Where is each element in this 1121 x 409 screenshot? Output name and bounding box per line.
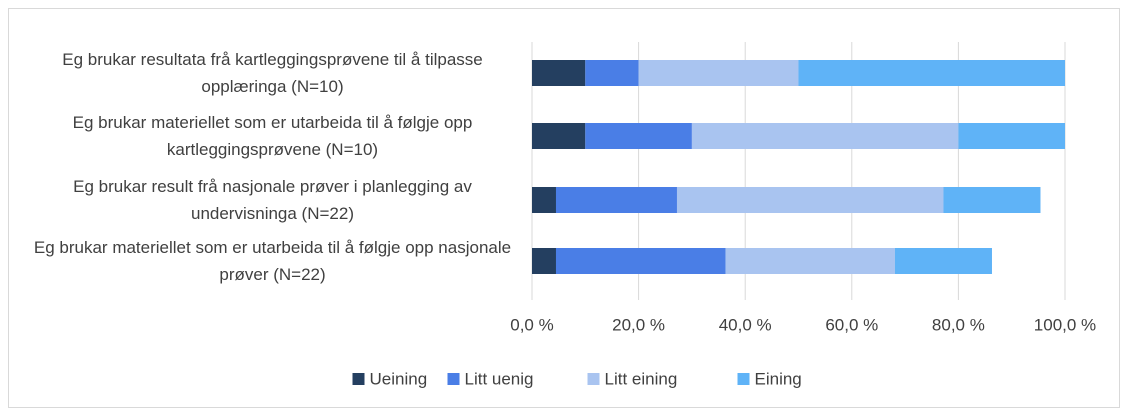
legend-label: Litt eining bbox=[605, 369, 678, 388]
bar-segment bbox=[691, 123, 959, 149]
bar-segment bbox=[725, 248, 895, 274]
legend-label: Eining bbox=[755, 369, 802, 388]
chart-border bbox=[8, 8, 1120, 408]
bar-segment bbox=[638, 60, 799, 86]
bar-segment bbox=[798, 60, 1065, 86]
bar-segment bbox=[676, 187, 944, 213]
legend-label: Ueining bbox=[370, 369, 428, 388]
category-label: Eg brukar materiellet som er utarbeida t… bbox=[72, 113, 473, 159]
bar-segment bbox=[532, 187, 556, 213]
bar-segment bbox=[532, 60, 586, 86]
bar-segment bbox=[958, 123, 1065, 149]
x-tick-label: 20,0 % bbox=[612, 315, 665, 334]
x-tick-label: 0,0 % bbox=[510, 315, 553, 334]
x-tick-label: 60,0 % bbox=[825, 315, 878, 334]
legend-swatch bbox=[447, 373, 460, 385]
bar-segment bbox=[585, 60, 639, 86]
bar-segment bbox=[532, 123, 586, 149]
x-tick-label: 80,0 % bbox=[932, 315, 985, 334]
category-label: Eg brukar materiellet som er utarbeida t… bbox=[33, 238, 512, 284]
bar-segment bbox=[532, 248, 556, 274]
legend-label: Litt uenig bbox=[465, 369, 534, 388]
bar-segment bbox=[894, 248, 992, 274]
x-tick-label: 100,0 % bbox=[1034, 315, 1096, 334]
legend-swatch bbox=[737, 373, 750, 385]
bar-segment bbox=[943, 187, 1041, 213]
category-label: Eg brukar resultata frå kartleggingsprøv… bbox=[62, 50, 483, 96]
bar-segment bbox=[555, 187, 677, 213]
x-tick-label: 40,0 % bbox=[719, 315, 772, 334]
legend-swatch bbox=[352, 373, 365, 385]
bar-segment bbox=[585, 123, 692, 149]
category-label: Eg brukar result frå nasjonale prøver i … bbox=[73, 177, 472, 223]
bar-segment bbox=[555, 248, 726, 274]
legend-swatch bbox=[587, 373, 600, 385]
